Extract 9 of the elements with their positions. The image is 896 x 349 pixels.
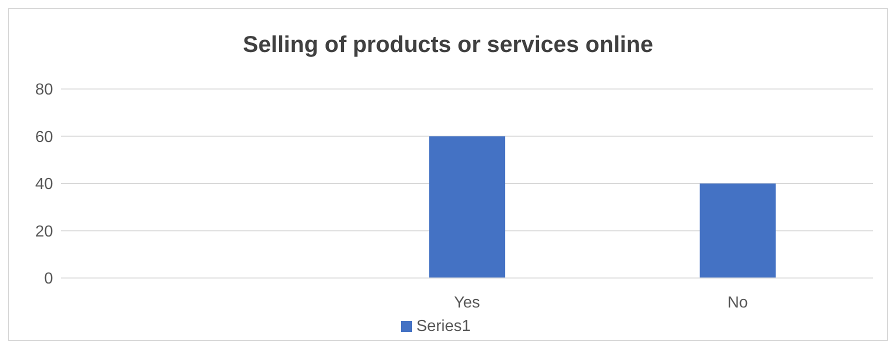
y-tick-label: 60 <box>35 128 54 146</box>
y-tick-label: 20 <box>35 223 54 240</box>
y-tick-label: 0 <box>44 270 54 288</box>
legend-label: Series1 <box>416 318 471 335</box>
y-tick-label: 80 <box>35 82 54 99</box>
x-tick-label: No <box>727 294 748 312</box>
chart-title: Selling of products or services online <box>242 30 654 59</box>
y-tick-label: 40 <box>35 176 54 194</box>
x-tick-label: Yes <box>454 294 480 312</box>
